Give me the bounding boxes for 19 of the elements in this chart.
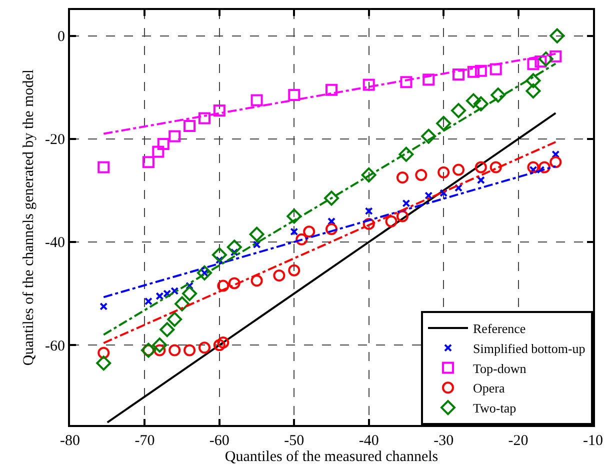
legend-label: Reference [473,321,526,336]
x-axis-title: Quantiles of the measured channels [224,449,438,465]
x-tick-label: -30 [434,433,454,449]
x-tick-label: -20 [508,433,528,449]
y-axis-title: Quantiles of the channels generated by the model [20,69,37,366]
x-tick-label: -70 [134,433,155,449]
x-tick-label: -80 [60,433,80,449]
legend-label: Simplified bottom-up [473,340,586,356]
x-tick-label: -60 [209,433,230,449]
legend-label: Opera [473,380,505,396]
x-tick-label: -50 [284,433,304,449]
y-tick-label: -40 [45,235,65,252]
y-tick-label: -20 [45,132,65,148]
y-tick-label: 0 [58,29,65,46]
x-tick-label: -10 [583,433,603,449]
x-tick-label: -40 [358,433,379,449]
legend-label: Top-down [473,360,527,376]
y-tick-label: -60 [45,338,65,354]
legend-label: Two-tap [473,400,516,416]
